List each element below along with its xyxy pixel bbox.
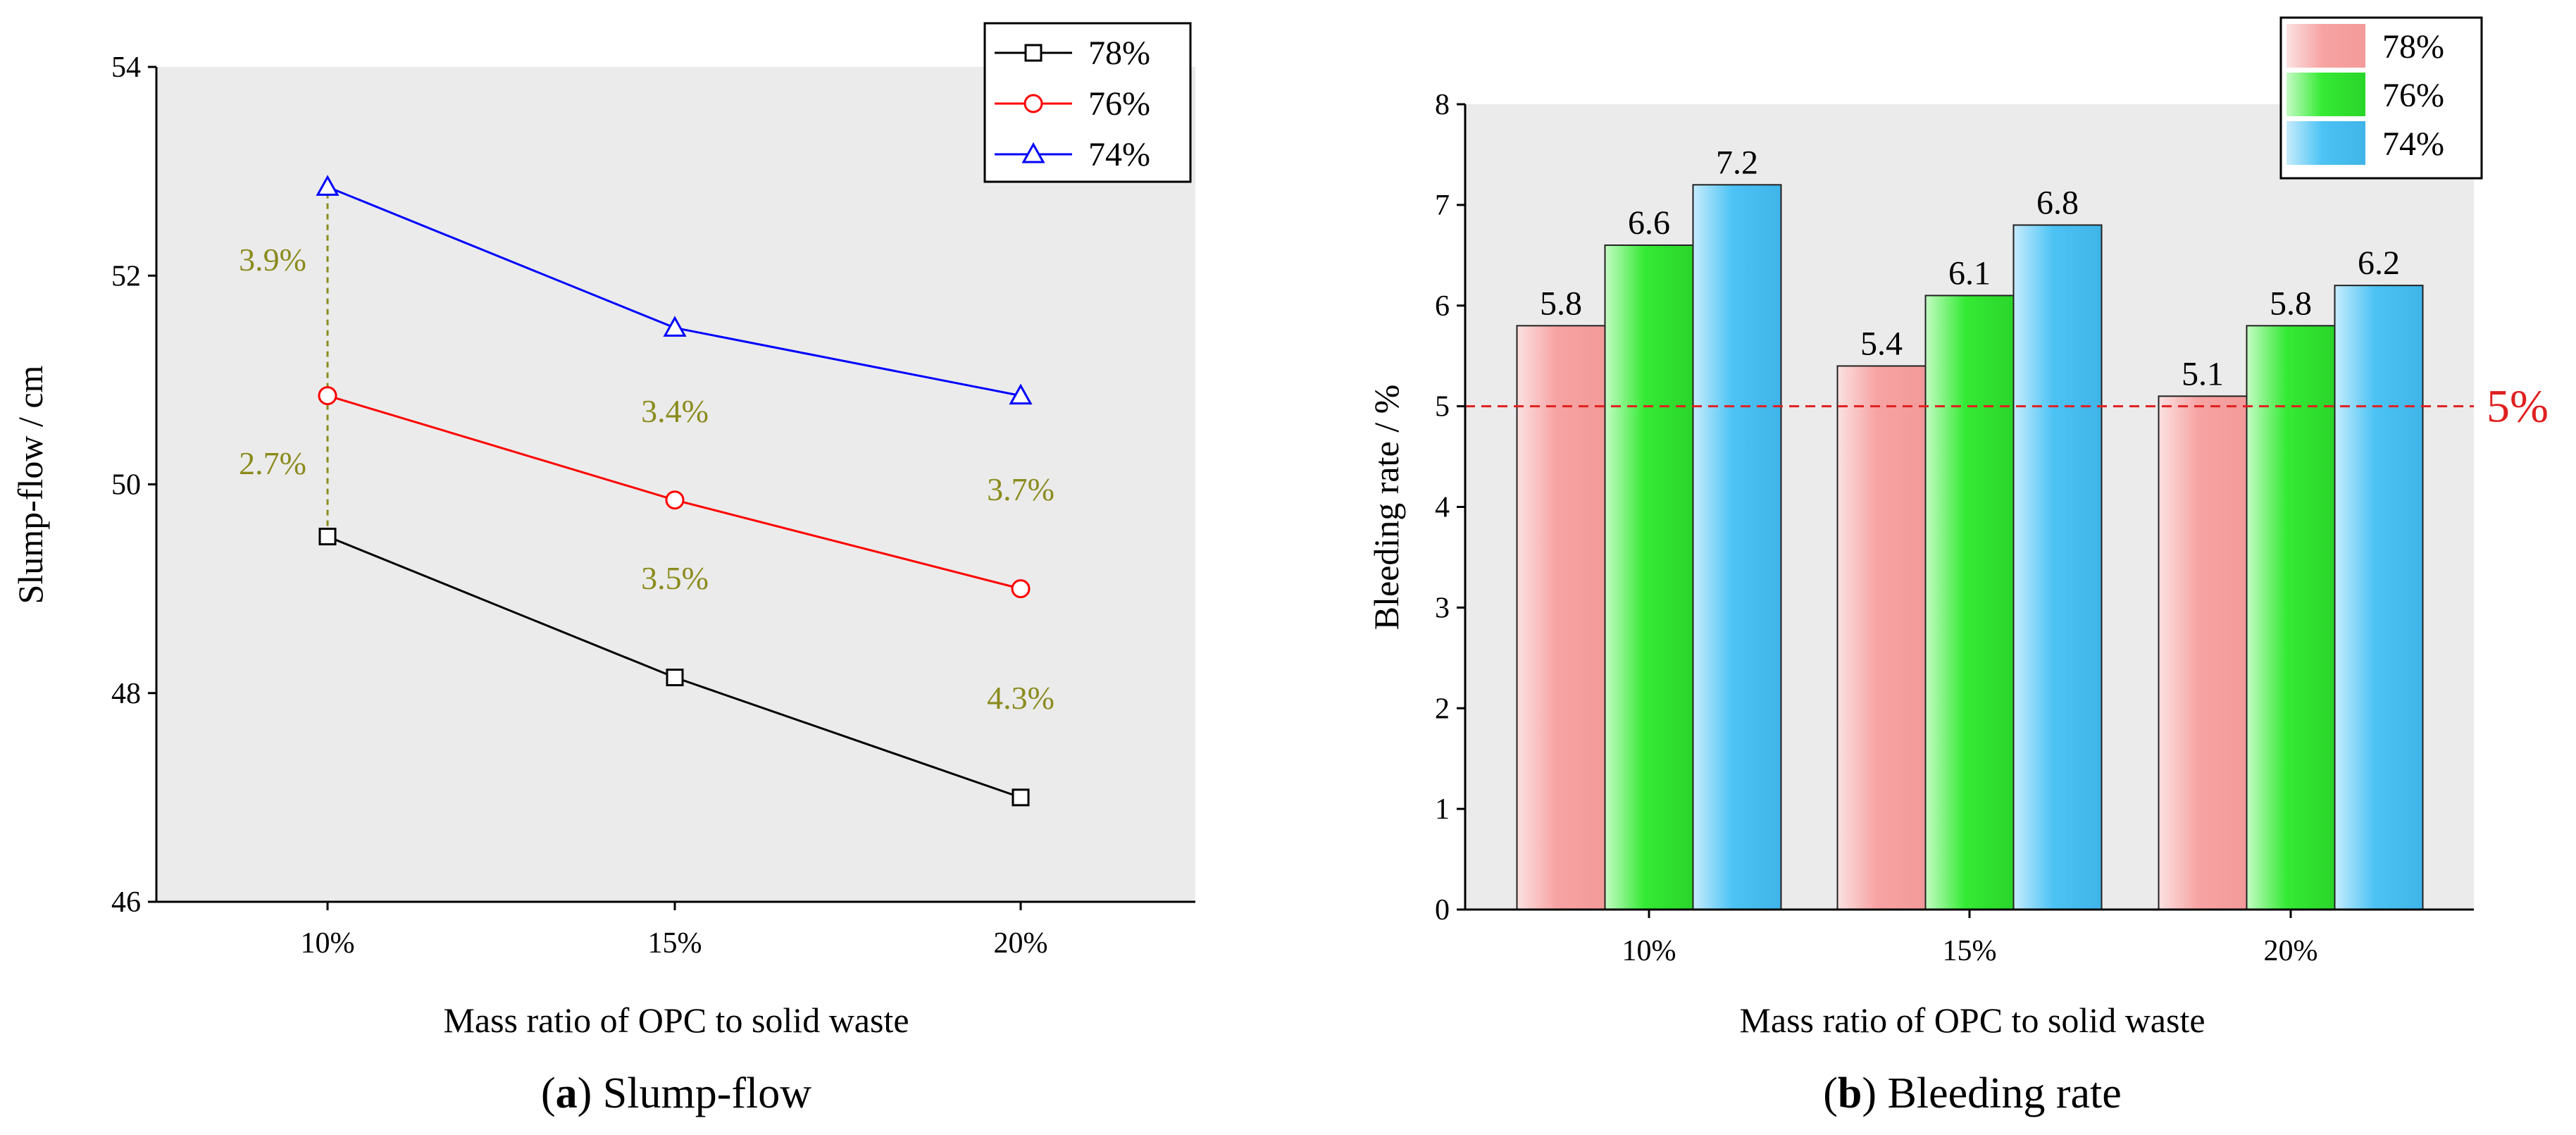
legend-label-78%: 78%	[1088, 35, 1150, 72]
x-tick-label: 15%	[1943, 935, 1997, 967]
data-point-74%-10%	[316, 175, 340, 196]
bar-value-label: 5.1	[2182, 355, 2224, 392]
bar-76%-20%	[2246, 325, 2336, 910]
x-tick-label: 20%	[2264, 935, 2318, 967]
difference-annotation: 3.9%	[239, 242, 306, 278]
legend-marker-78%	[1024, 44, 1043, 62]
y-tick-label: 54	[111, 51, 141, 84]
bar-74%-10%	[1692, 184, 1782, 910]
legend: 78% 76% 74%	[983, 22, 1192, 183]
x-axis-label: Mass ratio of OPC to solid waste	[1739, 1000, 2205, 1040]
bar-78%-20%	[2158, 395, 2248, 910]
bar-value-label: 5.8	[2270, 285, 2312, 322]
data-point-74%-15%	[663, 316, 687, 337]
difference-annotation: 3.7%	[987, 471, 1054, 507]
data-point-76%-10%	[318, 386, 337, 406]
x-tick-label: 20%	[994, 927, 1048, 960]
data-point-76%-15%	[665, 490, 685, 510]
bar-76%-10%	[1604, 244, 1694, 910]
bar-value-label: 6.1	[1948, 254, 1991, 292]
bar-value-label: 6.6	[1628, 204, 1670, 242]
y-tick-label: 48	[111, 678, 141, 710]
caption-title: Slump-flow	[603, 1069, 811, 1117]
data-point-74%-20%	[1009, 383, 1033, 405]
plot-background	[156, 67, 1195, 902]
data-point-78%-15%	[666, 669, 684, 687]
legend-label-74%: 74%	[1088, 136, 1150, 173]
data-point-76%-20%	[1011, 579, 1031, 599]
legend-swatch-78%	[2286, 24, 2365, 68]
caption-letter: b	[1838, 1069, 1862, 1117]
difference-annotation: 3.4%	[641, 393, 709, 429]
legend-marker-76%	[1023, 94, 1043, 113]
caption-a: (a) Slump-flow	[541, 1069, 811, 1117]
y-axis-label: Slump-flow / cm	[11, 365, 50, 604]
legend: 78% 76% 74%	[2279, 16, 2483, 180]
bar-value-label: 7.2	[1716, 144, 1758, 181]
y-tick-label: 1	[1435, 793, 1450, 826]
bar-74%-15%	[2012, 224, 2103, 910]
bar-value-label: 5.8	[1540, 285, 1582, 322]
caption-b: (b) Bleeding rate	[1823, 1069, 2122, 1117]
x-tick-label: 15%	[648, 927, 702, 960]
bar-78%-15%	[1836, 365, 1927, 910]
legend-marker-74%	[1021, 142, 1045, 163]
difference-annotation: 3.5%	[641, 560, 709, 596]
bleeding-rate-chart: 5.85.45.16.66.15.87.26.86.2 5% 012345678…	[1367, 16, 2549, 1117]
y-tick-label: 46	[111, 886, 141, 919]
y-tick-label: 52	[111, 260, 141, 292]
difference-annotation: 2.7%	[239, 445, 306, 481]
bar-74%-20%	[2334, 285, 2424, 910]
caption-letter: a	[556, 1069, 578, 1117]
bar-78%-10%	[1516, 325, 1606, 910]
y-tick-label: 6	[1435, 290, 1450, 323]
y-tick-label: 5	[1435, 391, 1450, 423]
y-tick-label: 8	[1435, 89, 1450, 121]
y-axis-label: Bleeding rate / %	[1367, 385, 1406, 631]
y-tick-label: 3	[1435, 592, 1450, 624]
y-tick-label: 4	[1435, 492, 1450, 524]
data-point-78%-20%	[1012, 788, 1030, 807]
x-axis-label: Mass ratio of OPC to solid waste	[443, 1000, 909, 1040]
bar-value-label: 6.2	[2358, 244, 2400, 282]
reference-line-label: 5%	[2487, 381, 2549, 433]
data-point-78%-10%	[318, 528, 337, 546]
legend-swatch-74%	[2286, 121, 2365, 165]
difference-annotation: 4.3%	[987, 680, 1054, 716]
legend-swatch-76%	[2286, 73, 2365, 116]
legend-label-76%: 76%	[1088, 85, 1150, 123]
legend-label-74%: 74%	[2382, 125, 2444, 163]
y-tick-label: 50	[111, 469, 141, 502]
bar-value-label: 5.4	[1860, 325, 1903, 362]
legend-label-76%: 76%	[2382, 77, 2444, 114]
x-tick-label: 10%	[1622, 935, 1676, 967]
y-tick-label: 0	[1435, 894, 1450, 926]
y-tick-label: 7	[1435, 190, 1450, 222]
x-tick-label: 10%	[301, 927, 355, 960]
bar-value-label: 6.8	[2036, 184, 2079, 221]
y-tick-label: 2	[1435, 693, 1450, 725]
bar-76%-15%	[1924, 294, 2015, 910]
slump-flow-chart: 3.9% 2.7% 3.4% 3.5% 3.7% 4.3% 46 48 50 52 54 10% 1…	[11, 22, 1195, 1117]
caption-title: Bleeding rate	[1888, 1069, 2122, 1117]
legend-label-78%: 78%	[2382, 28, 2444, 66]
